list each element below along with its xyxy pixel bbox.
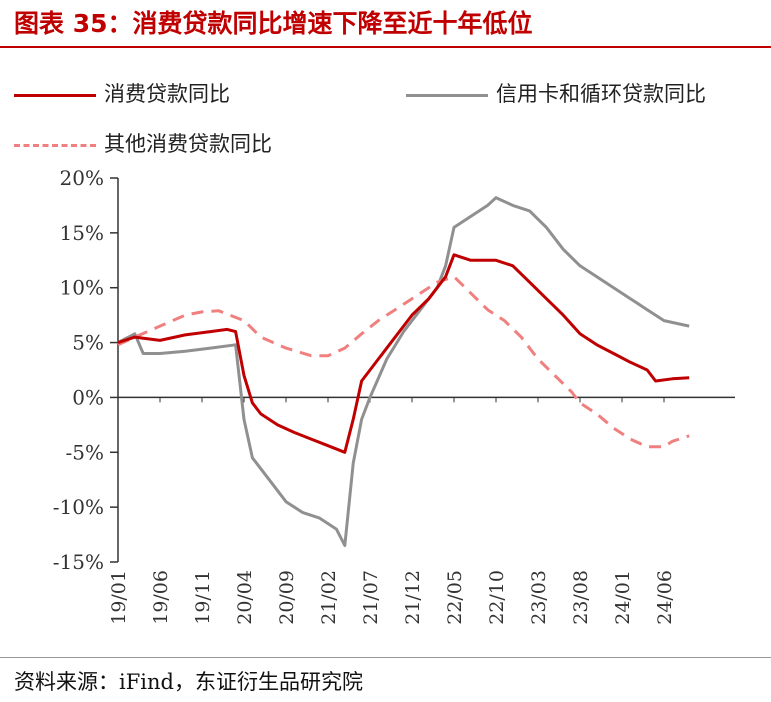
- x-tick-label: 24/06: [654, 570, 676, 625]
- legend-label-other-consumer: 其他消费贷款同比: [104, 132, 272, 156]
- x-tick-label: 22/05: [444, 570, 466, 625]
- legend-swatch-credit-card: [406, 94, 488, 97]
- title-rule: [0, 46, 771, 48]
- y-tick-label: -5%: [66, 440, 105, 464]
- legend-swatch-consumer-loans: [14, 94, 96, 97]
- x-tick-label: 21/02: [318, 570, 340, 625]
- y-tick-label: 0%: [72, 385, 104, 409]
- legend-label-consumer-loans: 消费贷款同比: [104, 82, 230, 106]
- y-tick-label: -15%: [53, 550, 104, 574]
- x-tick-label: 24/01: [612, 570, 634, 625]
- y-tick-label: 5%: [72, 331, 104, 355]
- series-line-2: [117, 275, 690, 449]
- x-tick-label: 22/10: [486, 570, 508, 625]
- chart-title: 图表 35：消费贷款同比增速下降至近十年低位: [14, 9, 533, 38]
- legend-item-consumer-loans: 消费贷款同比: [14, 78, 230, 108]
- x-tick-label: 20/04: [234, 570, 256, 625]
- x-tick-label: 21/12: [402, 570, 424, 625]
- source-rule: [0, 657, 771, 658]
- x-tick-label: 23/08: [570, 570, 592, 625]
- legend-label-credit-card: 信用卡和循环贷款同比: [496, 82, 706, 106]
- source-note: 资料来源：iFind，东证衍生品研究院: [14, 670, 363, 694]
- legend-item-other-consumer: 其他消费贷款同比: [14, 128, 272, 158]
- legend-item-credit-card: 信用卡和循环贷款同比: [406, 78, 706, 108]
- y-tick-label: 20%: [60, 166, 104, 190]
- x-tick-label: 20/09: [276, 570, 298, 625]
- y-tick-label: 10%: [60, 276, 104, 300]
- legend-swatch-other-consumer: [14, 144, 96, 147]
- x-tick-label: 19/11: [192, 570, 214, 625]
- y-tick-label: -10%: [53, 495, 104, 519]
- series-line-1: [117, 196, 690, 547]
- y-tick-label: 15%: [60, 221, 104, 245]
- series-line-0: [117, 253, 690, 454]
- x-tick-label: 21/07: [360, 570, 382, 625]
- x-tick-label: 23/03: [528, 570, 550, 625]
- x-tick-label: 19/01: [108, 570, 130, 625]
- x-tick-label: 19/06: [150, 570, 172, 625]
